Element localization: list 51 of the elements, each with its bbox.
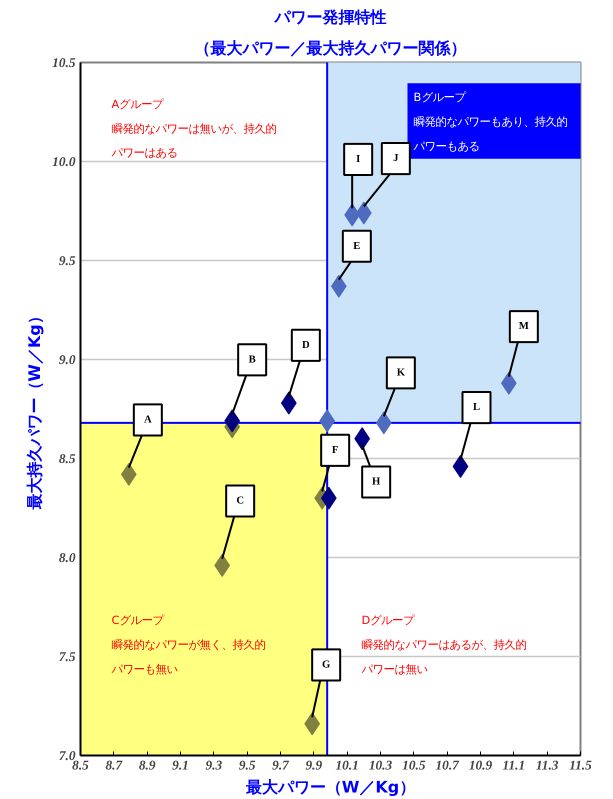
annotation: E	[353, 240, 360, 252]
x-tick-label: 10.1	[336, 758, 359, 772]
annotation: Bグループ	[414, 90, 466, 104]
annotation: 瞬発的なパワーもあり、持久的	[414, 114, 568, 128]
annotation: G	[322, 659, 330, 670]
annotation: M	[518, 321, 529, 332]
x-tick-label: 9.3	[206, 758, 222, 772]
annotation: パワーもある	[412, 138, 480, 153]
y-tick-label: 7.5	[58, 649, 76, 664]
annotation: H	[372, 476, 382, 488]
x-axis-title: 最大パワー（W／Kg）	[244, 778, 416, 796]
x-tick-label: 9.1	[172, 758, 189, 772]
annotation: B	[248, 354, 256, 366]
annotation: Dグループ	[362, 613, 416, 628]
annotation: K	[396, 367, 406, 378]
y-tick-label: 8.5	[58, 451, 76, 466]
annotation: 瞬発的なパワーはあるが、持久的	[362, 638, 526, 652]
x-tick-label: 10.9	[468, 758, 492, 772]
x-tick-label: 8.7	[106, 758, 124, 772]
annotation: パワーはある	[110, 146, 178, 160]
x-tick-label: 9.9	[306, 758, 322, 772]
x-tick-label: 11.5	[569, 758, 592, 772]
annotation: パワーは無い	[360, 662, 428, 676]
chart-title: パワー発揮特性	[274, 8, 386, 26]
x-tick-label: 10.7	[436, 758, 460, 772]
annotation: 瞬発的なパワーが無く、持久的	[112, 638, 266, 652]
annotation: 瞬発的なパワーは無いが、持久的	[112, 121, 276, 136]
chart-subtitle: （最大パワー／最大持久パワー関係）	[194, 38, 466, 58]
y-tick-label: 9.0	[58, 352, 76, 367]
annotation: D	[302, 340, 310, 351]
annotation: Aグループ	[112, 96, 164, 111]
x-tick-label: 9.5	[238, 758, 256, 772]
annotation: C	[236, 496, 244, 507]
y-tick-label: 10.0	[52, 154, 76, 169]
x-tick-label: 10.3	[368, 758, 392, 772]
annotation: A	[144, 414, 152, 426]
y-axis-title: 最大持久パワー（W／Kg）	[25, 308, 44, 511]
x-tick-label: 11.1	[502, 758, 526, 772]
annotation: J	[393, 153, 400, 164]
annotation: パワーも無い	[110, 662, 178, 676]
y-tick-label: 9.5	[58, 253, 76, 268]
annotation: L	[472, 402, 480, 414]
x-tick-label: 11.3	[536, 758, 559, 772]
y-tick-label: 10.5	[52, 55, 76, 70]
annotation: Cグループ	[112, 613, 164, 628]
y-tick-label: 8.0	[58, 550, 76, 565]
x-tick-label: 10.5	[402, 758, 426, 772]
x-tick-label: 9.7	[272, 758, 290, 772]
annotation: F	[332, 444, 338, 456]
x-tick-label: 8.9	[138, 758, 156, 772]
annotation: I	[356, 154, 360, 165]
